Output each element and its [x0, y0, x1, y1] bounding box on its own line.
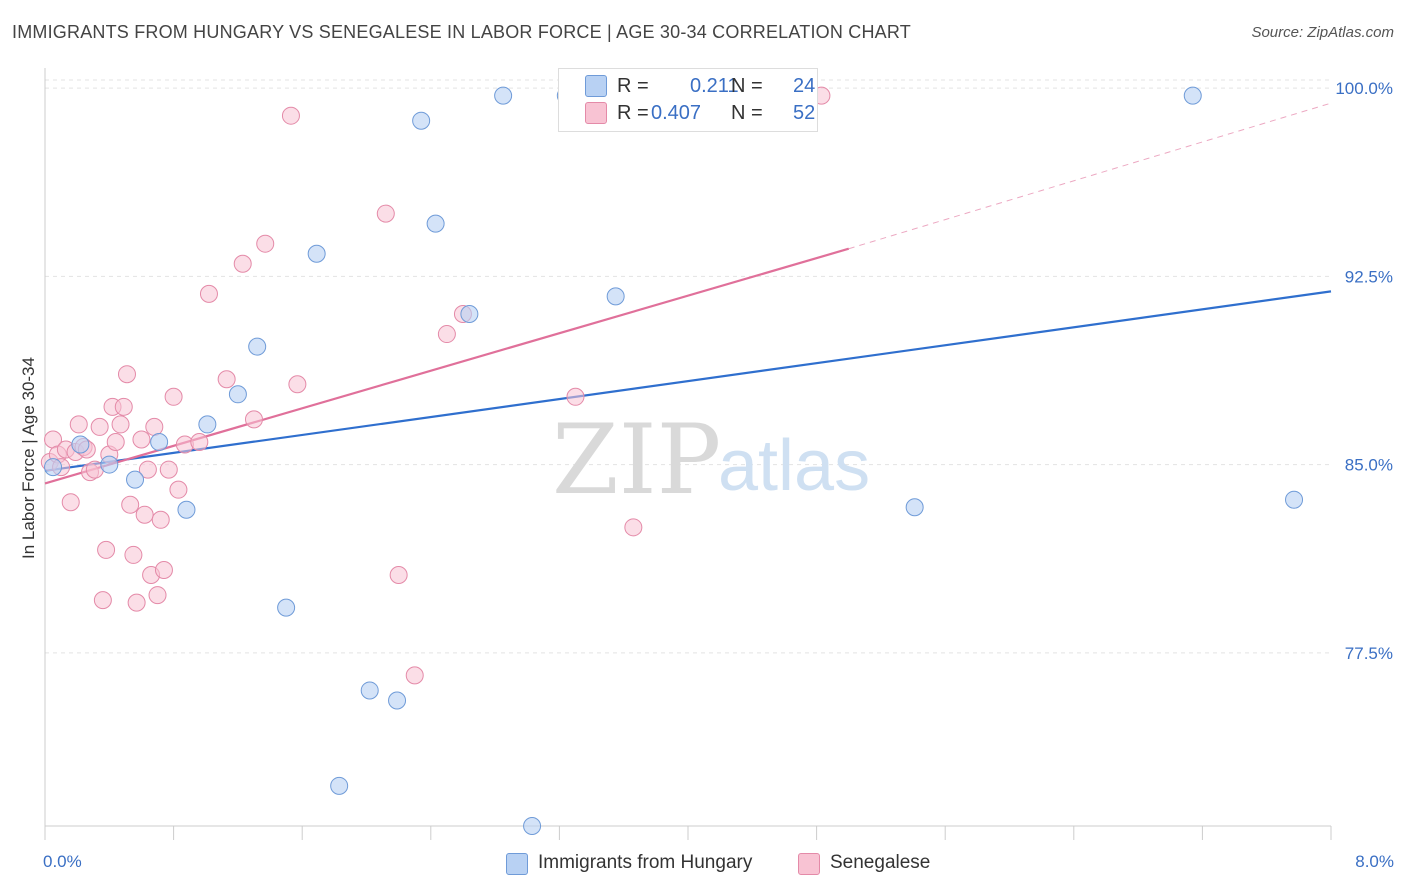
point-hungary [523, 817, 542, 835]
point-senegalese [114, 397, 133, 416]
point-senegalese [154, 560, 173, 579]
point-hungary [1285, 490, 1304, 509]
point-senegalese [199, 284, 218, 303]
point-hungary [198, 415, 217, 434]
point-senegalese [90, 417, 109, 436]
y-axis-title: In Labor Force | Age 30-34 [19, 357, 38, 559]
point-senegalese [256, 234, 275, 253]
point-senegalese [127, 593, 146, 612]
point-hungary [126, 470, 145, 489]
point-senegalese [566, 387, 585, 406]
point-senegalese [159, 460, 178, 479]
y-tick-label: 85.0% [1345, 456, 1393, 475]
point-senegalese [437, 325, 456, 344]
legend-r-value: 0.211 [690, 75, 739, 97]
point-senegalese [233, 254, 252, 273]
point-senegalese [61, 493, 80, 512]
legend-r-value: 0.407 [651, 102, 702, 124]
point-senegalese [124, 545, 143, 564]
point-hungary [388, 691, 407, 710]
bottom-legend-label-hungary: Immigrants from Hungary [538, 852, 753, 873]
point-senegalese [138, 460, 157, 479]
point-senegalese [121, 495, 140, 514]
point-senegalese [148, 586, 167, 605]
point-hungary [1183, 86, 1202, 105]
point-senegalese [244, 410, 263, 429]
y-tick-label: 77.5% [1345, 644, 1393, 663]
point-senegalese [376, 204, 395, 223]
watermark: ZIP atlas [552, 404, 870, 516]
point-hungary [494, 86, 513, 105]
point-senegalese [111, 415, 130, 434]
point-hungary [228, 385, 247, 404]
point-hungary [277, 598, 296, 617]
point-hungary [360, 681, 379, 700]
point-senegalese [93, 591, 112, 610]
point-hungary [150, 432, 169, 451]
legend-n-value: 52 [793, 102, 816, 124]
x-tick-label-min: 0.0% [43, 852, 82, 871]
legend-r-label: R = [617, 102, 649, 124]
point-hungary [606, 287, 625, 306]
point-senegalese [97, 540, 116, 559]
y-tick-label: 100.0% [1335, 79, 1393, 98]
trend-line-senegalese-extension [848, 102, 1332, 250]
y-tick-labels: 77.5% 85.0% 92.5% 100.0% [1335, 79, 1393, 663]
legend-n-label: N = [731, 102, 763, 124]
watermark-zip: ZIP [552, 404, 721, 516]
data-points [40, 86, 1304, 835]
point-senegalese [169, 480, 188, 499]
point-hungary [44, 458, 63, 477]
legend-r-label: R = [617, 75, 649, 97]
point-hungary [71, 435, 90, 454]
point-hungary [177, 500, 196, 519]
point-senegalese [106, 432, 125, 451]
correlation-legend: R = 0.211 N = 24 R = 0.407 N = 52 [558, 68, 818, 132]
legend-n-value: 24 [793, 75, 816, 97]
point-senegalese [405, 666, 424, 685]
bottom-legend-swatch-hungary [506, 853, 528, 875]
bottom-legend-swatch-senegalese [798, 853, 820, 875]
x-tick-label-max: 8.0% [1355, 852, 1394, 871]
source-label: Source: ZipAtlas.com [1251, 24, 1394, 41]
point-hungary [460, 304, 479, 323]
axes [44, 68, 1332, 840]
point-senegalese [624, 518, 643, 537]
point-senegalese [145, 417, 164, 436]
point-hungary [412, 111, 431, 130]
bottom-legend-label-senegalese: Senegalese [830, 852, 931, 873]
trend-line-hungary [44, 290, 1332, 472]
point-hungary [905, 498, 924, 517]
point-hungary [307, 244, 326, 263]
point-senegalese [151, 510, 170, 529]
y-tick-label: 92.5% [1345, 267, 1393, 286]
gridlines [45, 79, 1331, 654]
chart-title: IMMIGRANTS FROM HUNGARY VS SENEGALESE IN… [12, 22, 911, 42]
point-senegalese [69, 415, 88, 434]
point-hungary [330, 776, 349, 795]
point-senegalese [117, 365, 136, 384]
legend-n-label: N = [731, 75, 763, 97]
legend-swatch-senegalese [585, 102, 607, 124]
point-senegalese [217, 370, 236, 389]
watermark-atlas: atlas [718, 426, 870, 506]
point-senegalese [389, 566, 408, 585]
point-hungary [248, 337, 267, 356]
point-senegalese [281, 106, 300, 125]
point-senegalese [164, 387, 183, 406]
point-hungary [426, 214, 445, 233]
point-senegalese [288, 375, 307, 394]
point-senegalese [135, 505, 154, 524]
legend-swatch-hungary [585, 75, 607, 97]
point-hungary [100, 455, 119, 474]
point-senegalese [132, 430, 151, 449]
point-senegalese [190, 432, 209, 451]
